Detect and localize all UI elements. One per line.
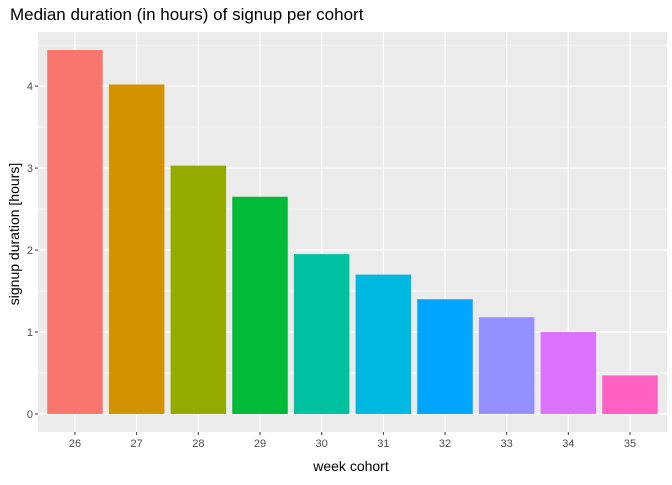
- y-tick-label: 1: [27, 327, 33, 339]
- bar-week-33: [478, 317, 535, 414]
- bar-week-31: [355, 274, 412, 414]
- x-tick-label: 27: [131, 438, 143, 450]
- bar-week-26: [47, 50, 103, 414]
- x-tick-label: 35: [624, 438, 636, 450]
- bar-week-32: [417, 299, 473, 414]
- y-axis: 0 1 2 3 4: [27, 81, 38, 421]
- x-tick-label: 26: [69, 438, 81, 450]
- bar-week-27: [108, 84, 165, 414]
- x-tick-label: 29: [254, 438, 266, 450]
- x-axis-title: week cohort: [312, 458, 389, 474]
- x-axis: 26 27 28 29 30 31 32 33 34 35: [69, 432, 636, 450]
- y-tick-label: 4: [27, 81, 33, 93]
- bar-week-28: [170, 165, 227, 414]
- x-tick-label: 32: [439, 438, 451, 450]
- bar-week-35: [602, 375, 658, 414]
- x-tick-label: 31: [377, 438, 389, 450]
- y-tick-label: 0: [27, 409, 33, 421]
- x-tick-label: 34: [562, 438, 574, 450]
- y-tick-label: 2: [27, 245, 33, 257]
- chart-title: Median duration (in hours) of signup per…: [10, 5, 364, 24]
- bar-week-29: [232, 196, 288, 414]
- bars: [47, 50, 658, 414]
- x-tick-label: 28: [192, 438, 204, 450]
- y-axis-title: signup duration [hours]: [6, 163, 22, 305]
- x-tick-label: 30: [316, 438, 328, 450]
- bar-week-34: [540, 332, 597, 414]
- x-tick-label: 33: [501, 438, 513, 450]
- y-tick-label: 3: [27, 163, 33, 175]
- bar-week-30: [293, 254, 350, 414]
